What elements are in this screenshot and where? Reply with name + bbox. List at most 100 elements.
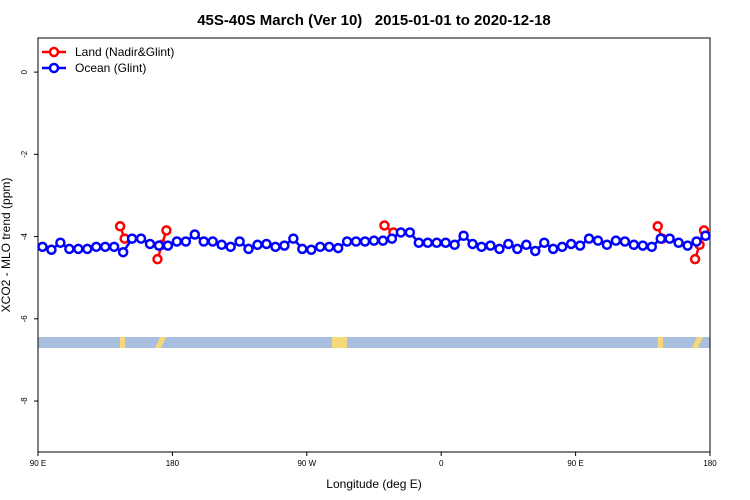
data-point: [55, 237, 66, 248]
data-point: [431, 237, 442, 248]
data-point: [341, 236, 353, 247]
data-point: [404, 227, 416, 238]
land-patch: [692, 337, 703, 348]
data-point: [691, 236, 702, 247]
data-point: [314, 241, 326, 253]
x-tick-label: 0: [439, 459, 444, 468]
data-point: [144, 238, 156, 250]
data-point: [180, 236, 192, 247]
data-point: [592, 235, 604, 246]
data-point: [162, 240, 174, 251]
legend-marker: [48, 46, 60, 58]
data-point: [216, 239, 227, 251]
x-tick-label: 90 E: [567, 459, 583, 468]
data-point: [306, 244, 317, 255]
data-point: [189, 229, 201, 240]
land-patch: [155, 337, 166, 348]
data-point: [350, 236, 362, 247]
x-tick-label: 90 W: [297, 459, 316, 468]
data-point: [652, 221, 663, 232]
land-patch: [120, 337, 125, 348]
data-point: [135, 233, 147, 244]
data-point: [601, 239, 613, 251]
x-tick-label: 180: [703, 459, 717, 468]
data-point: [152, 253, 163, 265]
data-point: [46, 244, 57, 255]
data-point: [234, 236, 245, 247]
data-point: [37, 241, 48, 253]
data-point: [628, 239, 640, 251]
y-axis-label: XCO2 - MLO trend (ppm): [0, 178, 13, 313]
data-point: [700, 230, 711, 241]
y-tick-label: -4: [20, 232, 29, 240]
data-point: [458, 230, 469, 241]
data-point: [82, 243, 93, 255]
data-point: [323, 241, 335, 253]
data-point: [503, 238, 514, 250]
data-point: [64, 243, 75, 255]
data-point: [90, 241, 102, 253]
x-axis-label: Longitude (deg E): [326, 477, 421, 491]
data-point: [413, 237, 425, 248]
data-point: [547, 243, 559, 255]
data-point: [171, 236, 183, 247]
data-point: [637, 240, 649, 251]
data-point: [279, 240, 290, 251]
data-point: [565, 238, 577, 250]
data-point: [332, 242, 344, 254]
data-point: [610, 235, 622, 246]
data-point: [261, 238, 272, 250]
data-point: [574, 240, 586, 251]
legend-label: Land (Nadir&Glint): [75, 45, 174, 59]
data-point: [422, 237, 434, 248]
data-point: [682, 240, 693, 251]
data-point: [689, 253, 701, 265]
data-point: [270, 241, 281, 253]
data-point: [512, 243, 523, 255]
land-patch: [332, 337, 347, 348]
land-mask-strip: [38, 337, 710, 348]
legend-marker: [48, 62, 60, 74]
x-tick-label: 90 E: [30, 459, 46, 468]
data-point: [243, 243, 254, 255]
x-tick-label: 180: [166, 459, 180, 468]
data-point: [494, 243, 505, 255]
data-point: [556, 241, 568, 253]
ocean-strip: [38, 337, 710, 348]
data-point: [467, 238, 478, 250]
data-point: [476, 241, 487, 253]
data-point: [198, 236, 210, 247]
data-point: [288, 233, 299, 244]
data-point: [225, 241, 236, 253]
data-point: [153, 240, 165, 251]
data-point: [379, 220, 390, 231]
data-point: [359, 236, 371, 247]
y-tick-label: -2: [20, 150, 29, 158]
land-patch: [658, 337, 663, 348]
data-point: [297, 243, 308, 255]
legend-label: Ocean (Glint): [75, 61, 146, 75]
data-point: [126, 233, 138, 244]
y-tick-label: -8: [20, 397, 29, 405]
data-point: [252, 239, 263, 251]
data-point: [673, 237, 684, 248]
data-point: [583, 233, 595, 244]
data-point: [664, 233, 675, 244]
data-point: [99, 241, 111, 253]
data-point: [646, 241, 658, 253]
data-point: [655, 233, 666, 244]
data-point: [386, 233, 398, 244]
data-point: [619, 236, 631, 247]
data-point: [108, 241, 120, 253]
data-point: [530, 245, 541, 257]
data-point: [449, 239, 460, 251]
data-point: [485, 240, 496, 251]
data-point: [395, 227, 407, 238]
y-tick-label: -6: [20, 315, 29, 323]
data-point: [377, 235, 389, 246]
data-point: [114, 221, 126, 232]
data-point: [538, 237, 550, 248]
data-point: [161, 225, 172, 236]
data-point: [368, 235, 380, 246]
